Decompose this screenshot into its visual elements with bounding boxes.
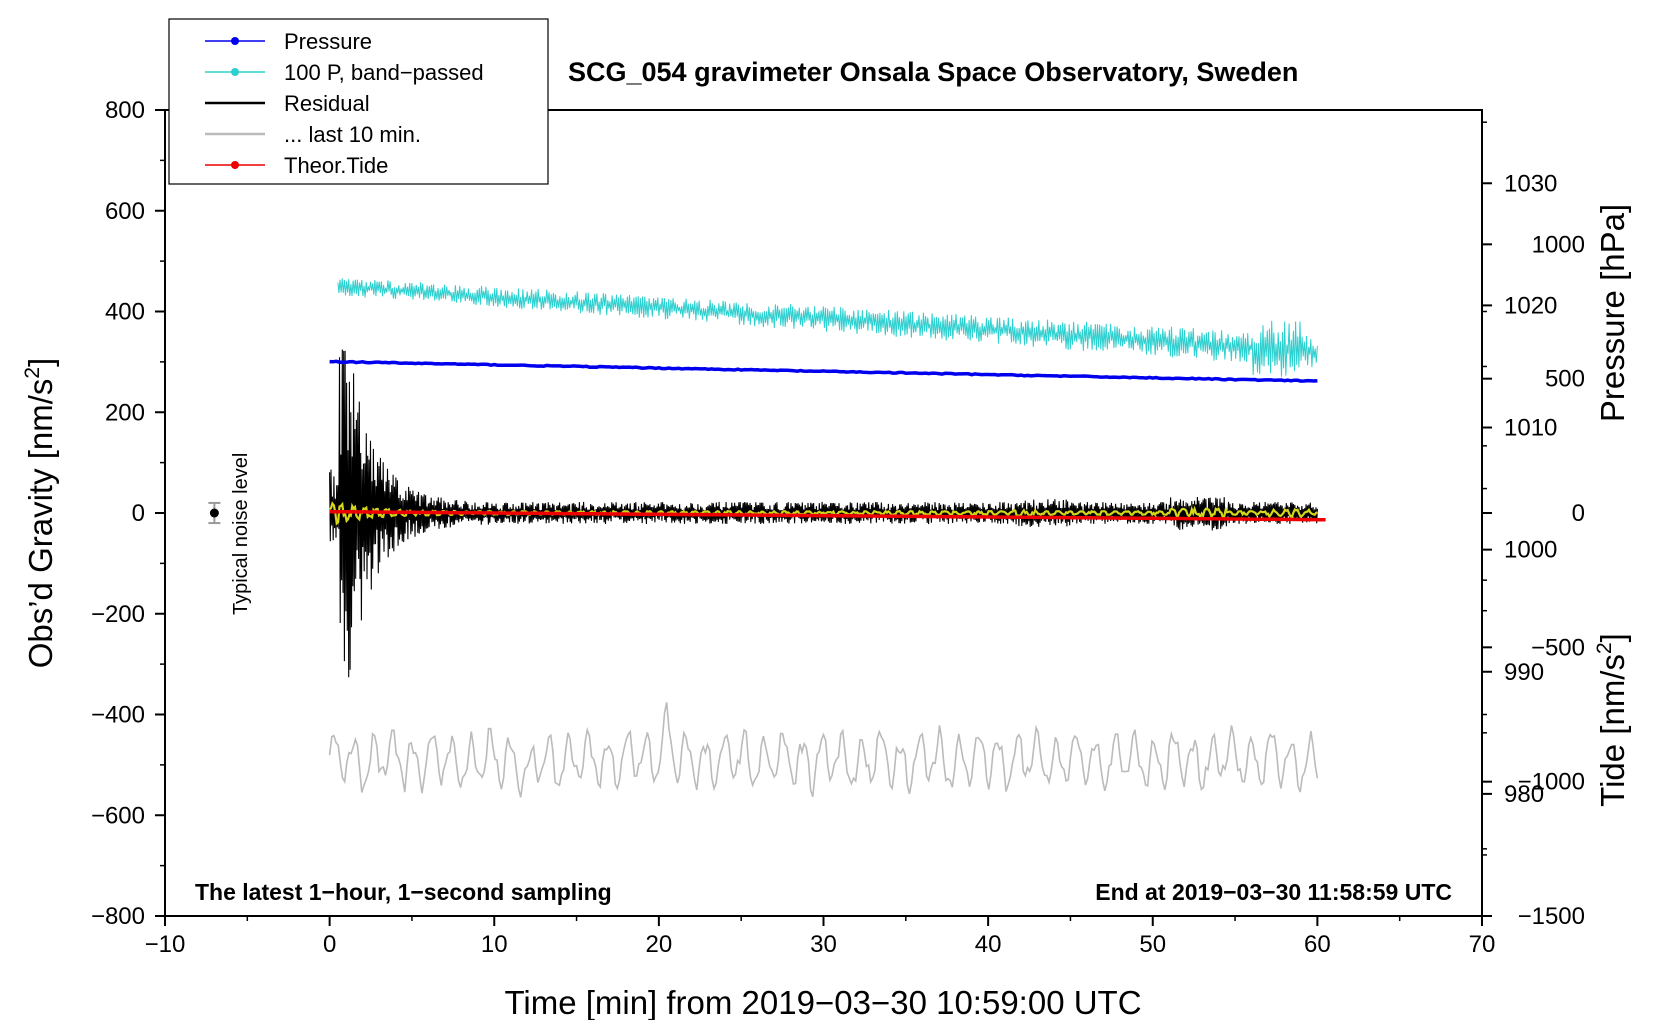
y-left-title-main: Obs’d Gravity [nm/s	[22, 379, 59, 669]
legend-label: Residual	[284, 91, 370, 116]
series-last-10-min	[328, 702, 1319, 798]
pressure-tick-label: 1030	[1504, 170, 1557, 197]
x-tick-label: −10	[145, 931, 186, 958]
series-theoretical-tide	[329, 509, 1326, 522]
legend-marker	[231, 37, 239, 45]
y-left-tick-label: −600	[91, 802, 145, 829]
tide-axis-title: Tide [nm/s2]	[1593, 633, 1631, 807]
legend: Pressure 100 P, band−passed Residual ... la…	[168, 18, 549, 185]
noise-level-dot	[209, 508, 219, 518]
tide-tick-label: −500	[1531, 634, 1585, 661]
tide-tick-label: −1000	[1518, 769, 1585, 796]
x-tick-label: 50	[1139, 931, 1166, 958]
pressure-tick-label: 980	[1504, 781, 1544, 808]
legend-box	[168, 18, 549, 185]
y-left-tick-label: −400	[91, 702, 145, 729]
noise-level-label: Typical noise level	[230, 453, 252, 615]
y-left-tick-label: −200	[91, 601, 145, 628]
y-left-title-tail: ]	[22, 358, 59, 367]
y-left-tick-label: 200	[105, 399, 145, 426]
series-pressure-bandpassed	[337, 278, 1318, 377]
series-pressure	[329, 359, 1318, 383]
legend-marker	[231, 161, 239, 169]
pressure-tick-label: 1000	[1504, 537, 1557, 564]
pressure-tick-label: 1020	[1504, 292, 1557, 319]
tide-tick-label: 500	[1545, 366, 1585, 393]
x-tick-label: 30	[810, 931, 837, 958]
x-tick-label: 20	[646, 931, 673, 958]
legend-label: Theor.Tide	[284, 153, 388, 178]
y-left-tick-label: −800	[91, 903, 145, 930]
y-left-axis-ticks: 800 600 400 200 0 −200 −400 −600 −800	[91, 97, 165, 930]
x-tick-label: 10	[481, 931, 508, 958]
y-left-tick-label: 400	[105, 299, 145, 326]
x-axis-ticks: −10 0 10 20 30 40 50 60 70	[145, 916, 1496, 958]
x-tick-label: 40	[975, 931, 1002, 958]
x-tick-label: 70	[1469, 931, 1496, 958]
tide-tick-label: 0	[1572, 500, 1585, 527]
legend-label: Pressure	[284, 29, 372, 54]
legend-marker	[231, 68, 239, 76]
tide-title-sup: 2	[1593, 642, 1616, 654]
x-tick-label: 60	[1304, 931, 1331, 958]
y-left-tick-label: 0	[132, 500, 145, 527]
pressure-tick-label: 1010	[1504, 415, 1557, 442]
y-left-tick-label: 600	[105, 198, 145, 225]
tide-title-tail: ]	[1594, 633, 1631, 642]
pressure-axis-title: Pressure [hPa]	[1594, 204, 1631, 422]
legend-label: ... last 10 min.	[284, 122, 421, 147]
tide-axis-ticks: 1000 500 0 −500 −1000 −1500	[1482, 231, 1585, 930]
y-left-title-sup: 2	[21, 367, 44, 379]
series-group	[328, 278, 1326, 798]
x-tick-label: 0	[323, 931, 336, 958]
y-left-tick-label: 800	[105, 97, 145, 124]
pressure-tick-label: 990	[1504, 659, 1544, 686]
tide-tick-label: 1000	[1532, 231, 1585, 258]
left-annotation: The latest 1−hour, 1−second sampling	[195, 879, 612, 905]
noise-level-indicator	[208, 501, 221, 525]
legend-label: 100 P, band−passed	[284, 60, 484, 85]
y-left-axis-title: Obs’d Gravity [nm/s2]	[21, 358, 59, 669]
tide-tick-label: −1500	[1518, 903, 1585, 930]
chart-title: SCG_054 gravimeter Onsala Space Observat…	[568, 57, 1298, 87]
right-annotation: End at 2019−03−30 11:58:59 UTC	[1095, 879, 1452, 905]
x-axis-title: Time [min] from 2019−03−30 10:59:00 UTC	[504, 984, 1141, 1020]
pressure-axis-ticks: 1030 1020 1010 1000 990 980	[1482, 121, 1557, 856]
tide-title-main: Tide [nm/s	[1594, 654, 1631, 807]
